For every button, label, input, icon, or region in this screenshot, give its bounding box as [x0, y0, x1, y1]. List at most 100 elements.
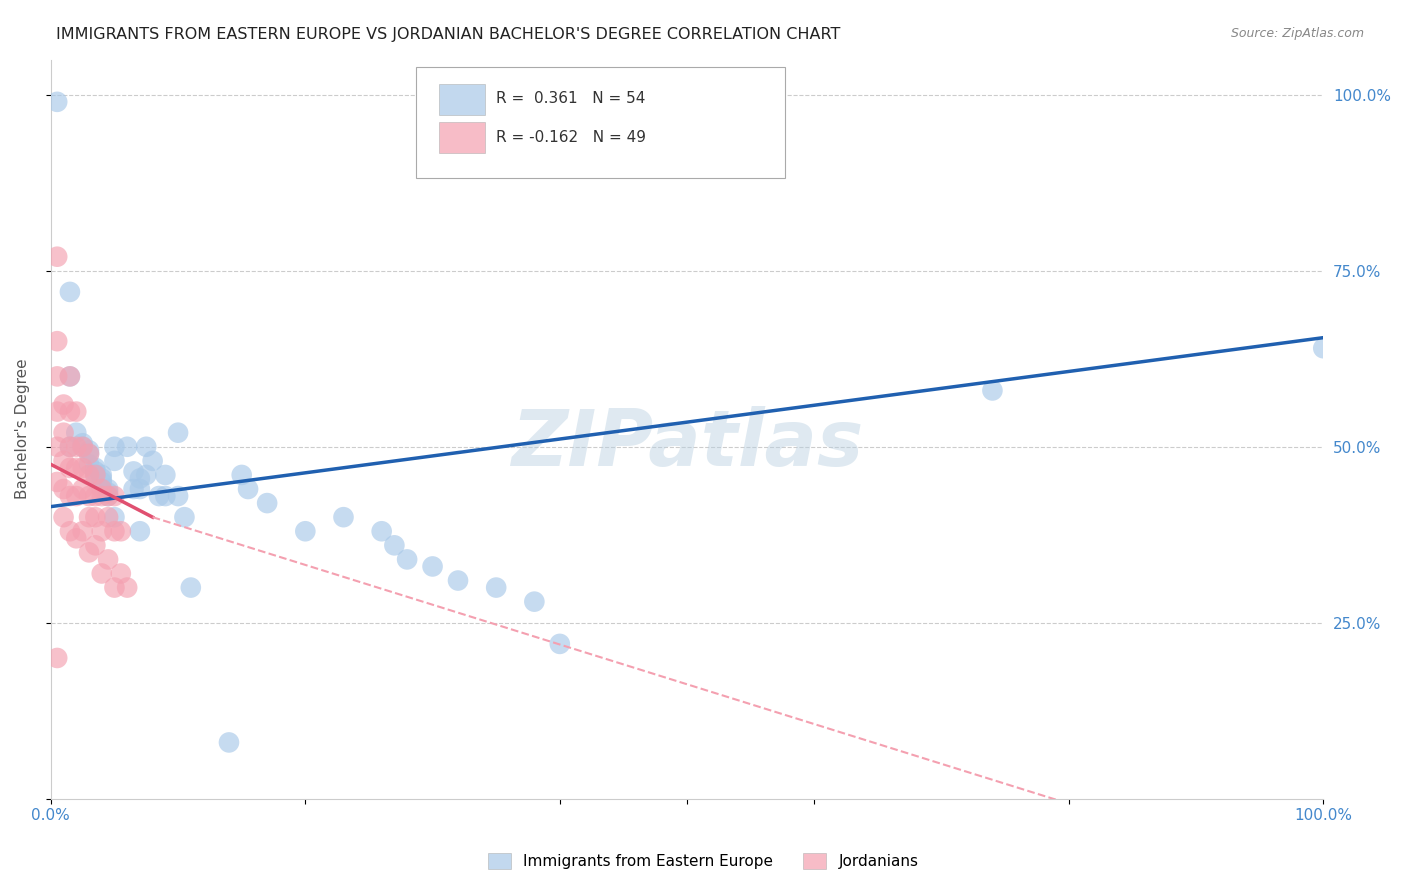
Text: ZIPatlas: ZIPatlas [510, 406, 863, 482]
FancyBboxPatch shape [416, 67, 785, 178]
Point [129, 471, 152, 485]
Point [236, 482, 259, 496]
Point [384, 538, 406, 552]
Point [77, 447, 100, 461]
Point [122, 464, 145, 478]
Legend: Immigrants from Eastern Europe, Jordanians: Immigrants from Eastern Europe, Jordania… [481, 847, 925, 875]
Point [46, 651, 69, 665]
Text: IMMIGRANTS FROM EASTERN EUROPE VS JORDANIAN BACHELOR'S DEGREE CORRELATION CHART: IMMIGRANTS FROM EASTERN EUROPE VS JORDAN… [56, 27, 841, 42]
Point [155, 489, 177, 503]
Point [142, 454, 165, 468]
Point [103, 454, 125, 468]
Point [422, 559, 444, 574]
Point [77, 510, 100, 524]
Point [77, 447, 100, 461]
Point [103, 440, 125, 454]
Point [84, 510, 107, 524]
Point [46, 440, 69, 454]
Point [59, 404, 82, 418]
Y-axis label: Bachelor's Degree: Bachelor's Degree [15, 359, 30, 500]
Point [59, 369, 82, 384]
Point [77, 467, 100, 482]
Point [90, 524, 112, 539]
Point [218, 735, 240, 749]
Point [77, 489, 100, 503]
Point [90, 566, 112, 581]
Point [46, 369, 69, 384]
Point [370, 524, 392, 539]
Point [77, 443, 100, 458]
Point [84, 538, 107, 552]
Point [294, 524, 316, 539]
Point [110, 524, 132, 539]
Point [90, 467, 112, 482]
Point [65, 440, 87, 454]
Point [97, 482, 120, 496]
Point [46, 404, 69, 418]
Point [129, 524, 152, 539]
Text: R = -0.162   N = 49: R = -0.162 N = 49 [496, 129, 647, 145]
Point [167, 425, 190, 440]
Point [103, 581, 125, 595]
Point [180, 581, 202, 595]
Point [72, 482, 94, 496]
Point [72, 440, 94, 454]
Point [122, 482, 145, 496]
FancyBboxPatch shape [439, 84, 485, 115]
Point [52, 398, 75, 412]
FancyBboxPatch shape [439, 122, 485, 153]
Point [1312, 341, 1334, 355]
Point [59, 440, 82, 454]
Point [77, 458, 100, 472]
Point [103, 524, 125, 539]
Point [52, 482, 75, 496]
Point [115, 440, 138, 454]
Point [84, 461, 107, 475]
Point [148, 489, 170, 503]
Point [231, 467, 253, 482]
Point [155, 467, 177, 482]
Point [52, 454, 75, 468]
Point [65, 404, 87, 418]
Point [115, 581, 138, 595]
Point [173, 510, 195, 524]
Point [84, 464, 107, 478]
Point [981, 384, 1004, 398]
Point [396, 552, 419, 566]
Point [59, 369, 82, 384]
Point [135, 440, 157, 454]
Point [59, 440, 82, 454]
Point [97, 489, 120, 503]
Point [46, 95, 69, 109]
Point [59, 461, 82, 475]
Point [90, 475, 112, 489]
Point [103, 510, 125, 524]
Point [65, 461, 87, 475]
Point [84, 489, 107, 503]
Point [447, 574, 470, 588]
Point [129, 482, 152, 496]
Point [72, 440, 94, 454]
Point [59, 489, 82, 503]
Point [485, 581, 508, 595]
Point [77, 545, 100, 559]
Point [90, 489, 112, 503]
Point [97, 485, 120, 500]
Point [59, 524, 82, 539]
Point [84, 467, 107, 482]
Point [52, 510, 75, 524]
Point [97, 489, 120, 503]
Point [167, 489, 190, 503]
Text: Source: ZipAtlas.com: Source: ZipAtlas.com [1230, 27, 1364, 40]
Point [72, 524, 94, 539]
Point [332, 510, 354, 524]
Point [84, 467, 107, 482]
Point [72, 461, 94, 475]
Point [52, 425, 75, 440]
Point [59, 285, 82, 299]
Point [256, 496, 278, 510]
Point [65, 489, 87, 503]
Point [65, 531, 87, 545]
Point [548, 637, 571, 651]
Point [135, 467, 157, 482]
